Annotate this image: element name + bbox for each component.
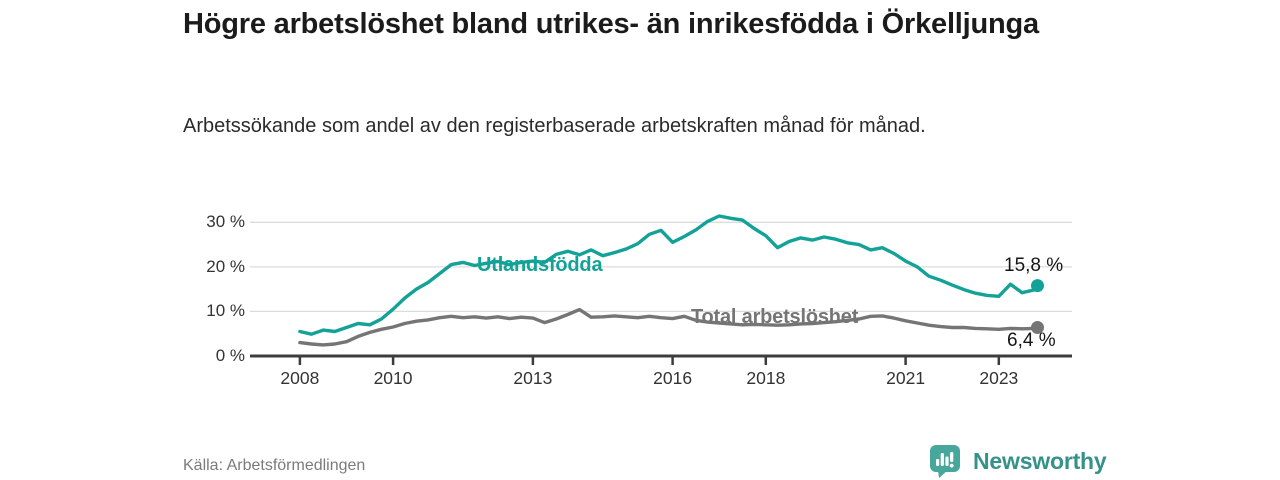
y-tick-label: 0 % bbox=[215, 346, 245, 365]
x-tick-label: 2023 bbox=[979, 368, 1019, 388]
x-tick-label: 2021 bbox=[886, 368, 926, 388]
series-end-dot-0 bbox=[1031, 279, 1044, 293]
newsworthy-logo-icon bbox=[930, 445, 960, 478]
end-value-label-total: 6,4 % bbox=[1007, 330, 1056, 351]
y-tick-label: 30 % bbox=[206, 212, 245, 232]
x-tick-label: 2008 bbox=[280, 368, 320, 388]
series-line-0 bbox=[298, 214, 1040, 336]
brand-name: Newsworthy bbox=[973, 448, 1107, 474]
series-line-1 bbox=[298, 307, 1040, 347]
source-attribution: Källa: Arbetsförmedlingen bbox=[183, 457, 366, 474]
series-end-dot-1 bbox=[1031, 321, 1044, 334]
series-label-utlandsfodda: Utlandsfödda bbox=[477, 254, 603, 276]
x-tick-label: 2018 bbox=[746, 368, 786, 388]
x-tick-label: 2010 bbox=[373, 368, 413, 388]
end-value-label-utlandsfodda: 15,8 % bbox=[1004, 255, 1064, 276]
y-tick-label: 10 % bbox=[206, 301, 245, 321]
y-tick-label: 20 % bbox=[206, 256, 245, 276]
x-tick-label: 2016 bbox=[653, 368, 693, 388]
brand-lockup: Newsworthy bbox=[928, 443, 1107, 479]
x-tick-label: 2013 bbox=[513, 368, 553, 388]
chart-subtitle: Arbetssökande som andel av den registerb… bbox=[183, 115, 926, 137]
page-title: Högre arbetslöshet bland utrikes- än inr… bbox=[183, 8, 1039, 40]
series-label-total-arbetsloshet: Total arbetslöshet bbox=[691, 306, 859, 328]
